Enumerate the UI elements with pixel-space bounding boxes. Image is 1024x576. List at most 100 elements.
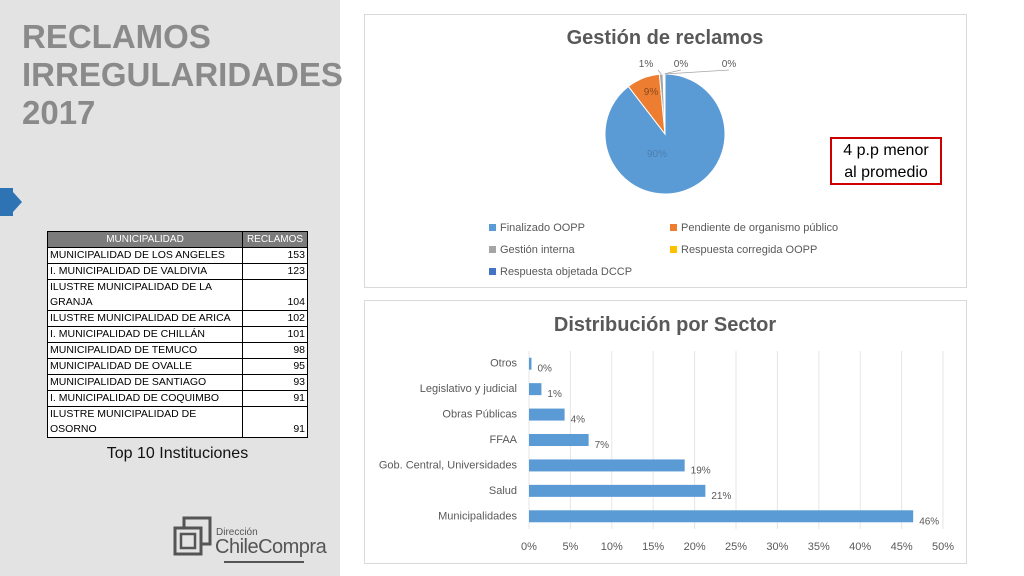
municipality-name-cell: I. MUNICIPALIDAD DE COQUIMBO	[47, 390, 243, 407]
table-caption: Top 10 Instituciones	[106, 445, 249, 462]
legend-label: Gestión interna	[500, 244, 575, 256]
logo-underline	[224, 561, 304, 563]
bar	[529, 459, 685, 472]
pie-leader-line	[664, 69, 730, 75]
table-row: ILUSTRE MUNICIPALIDAD DE ARICA 102	[47, 310, 308, 327]
table-row: MUNICIPALIDAD DE SANTIAGO 93	[47, 374, 308, 391]
bar	[529, 434, 589, 446]
legend-label: Pendiente de organismo público	[681, 222, 838, 234]
y-category-label: FFAA	[489, 434, 517, 446]
x-tick-label: 25%	[725, 541, 747, 553]
municipality-name: GRANJA	[50, 296, 93, 308]
legend-label: Respuesta corregida OOPP	[681, 244, 817, 256]
legend-swatch	[489, 224, 496, 231]
logo-small-text: Dirección	[216, 527, 258, 538]
municipality-name-cell: ILUSTRE MUNICIPALIDAD DE LA GRANJA	[47, 279, 243, 311]
municipality-name-cell: ILUSTRE MUNICIPALIDAD DE ARICA	[47, 310, 243, 327]
municipality-name: MUNICIPALIDAD DE SANTIAGO	[50, 376, 207, 388]
pie-leader-line	[663, 69, 682, 75]
reclamos-value: 91	[242, 390, 308, 407]
table-row: MUNICIPALIDAD DE LOS ANGELES 153	[47, 247, 308, 264]
x-tick-label: 0%	[521, 541, 537, 553]
table-row: ILUSTRE MUNICIPALIDAD DE LA GRANJA 104	[47, 279, 308, 311]
x-tick-label: 15%	[642, 541, 664, 553]
municipality-name: MUNICIPALIDAD DE TEMUCO	[50, 344, 198, 356]
municipality-name-cell: MUNICIPALIDAD DE OVALLE	[47, 358, 243, 375]
municipality-name-cell: ILUSTRE MUNICIPALIDAD DE OSORNO	[47, 406, 243, 438]
reclamos-value: 91	[242, 406, 308, 438]
legend-swatch	[489, 268, 496, 275]
bar-chart: Distribución por Sector 0% 5% 10% 15% 20% 25% 3…	[379, 314, 954, 553]
bar-data-label: 1%	[547, 389, 562, 400]
bar	[529, 484, 706, 497]
reclamos-value: 102	[242, 310, 308, 327]
logo-big-text: ChileCompra	[215, 536, 327, 558]
bar-data-label: 0%	[537, 364, 552, 375]
bar	[529, 357, 532, 370]
pie-chart-title: Gestión de reclamos	[567, 27, 764, 49]
pie-data-label: 0%	[722, 59, 737, 70]
municipality-name: I. MUNICIPALIDAD DE COQUIMBO	[50, 392, 219, 404]
bar-data-label: 4%	[571, 415, 586, 426]
title-line: RECLAMOS	[22, 18, 211, 55]
x-tick-label: 45%	[891, 541, 913, 553]
pie-data-label: 1%	[639, 59, 654, 70]
municipality-name: I. MUNICIPALIDAD DE VALDIVIA	[50, 265, 208, 277]
accent-arrow-icon	[13, 192, 22, 212]
callout-box: 4 p.p menor al promedio	[830, 137, 942, 185]
municipality-name-cell: I. MUNICIPALIDAD DE CHILLÁN	[47, 326, 243, 343]
table-row: I. MUNICIPALIDAD DE CHILLÁN 101	[47, 326, 308, 343]
title-line: IRREGULARIDADES	[22, 56, 343, 93]
header-reclamos: RECLAMOS	[242, 231, 308, 248]
pie-data-label: 90%	[647, 149, 667, 160]
y-category-label: Legislativo y judicial	[420, 383, 517, 395]
bar-data-label: 7%	[595, 440, 610, 451]
bar-chart-title: Distribución por Sector	[554, 314, 776, 336]
municipality-table: MUNICIPALIDAD RECLAMOS MUNICIPALIDAD DE …	[47, 231, 308, 438]
bar-data-label: 46%	[919, 516, 939, 527]
bar	[529, 510, 914, 523]
municipality-name: I. MUNICIPALIDAD DE CHILLÁN	[50, 328, 206, 340]
title-line: 2017	[22, 94, 96, 131]
bar-chart-panel: Distribución por Sector 0% 5% 10% 15% 20% 25% 3…	[364, 300, 967, 564]
x-tick-label: 30%	[766, 541, 788, 553]
accent-bar	[0, 188, 13, 216]
table-row: MUNICIPALIDAD DE OVALLE 95	[47, 358, 308, 375]
reclamos-value: 104	[242, 279, 308, 311]
legend-label: Finalizado OOPP	[500, 222, 585, 234]
callout-line: 4 p.p menor	[843, 142, 929, 159]
x-tick-label: 5%	[562, 541, 578, 553]
bar	[529, 408, 565, 421]
municipality-name: MUNICIPALIDAD DE OVALLE	[50, 360, 192, 372]
reclamos-value: 153	[242, 247, 308, 264]
bar	[529, 383, 542, 396]
municipality-name: ILUSTRE MUNICIPALIDAD DE ARICA	[50, 312, 231, 324]
table-row: ILUSTRE MUNICIPALIDAD DE OSORNO 91	[47, 406, 308, 438]
x-tick-label: 10%	[601, 541, 623, 553]
reclamos-value: 123	[242, 263, 308, 280]
pie-leader-line	[657, 69, 662, 75]
y-category-label: Otros	[490, 358, 517, 370]
reclamos-value: 98	[242, 342, 308, 359]
municipality-name: ILUSTRE MUNICIPALIDAD DE	[50, 408, 197, 420]
table-header-row: MUNICIPALIDAD RECLAMOS	[47, 231, 308, 248]
pie-chart: Gestión de reclamos 90% 9% 1% 0% 0% Finalizado…	[489, 27, 838, 278]
x-tick-label: 40%	[849, 541, 871, 553]
municipality-name-cell: MUNICIPALIDAD DE TEMUCO	[47, 342, 243, 359]
bar-data-label: 19%	[691, 465, 711, 476]
municipality-name-cell: MUNICIPALIDAD DE SANTIAGO	[47, 374, 243, 391]
y-category-label: Gob. Central, Universidades	[379, 459, 518, 471]
chilecompra-logo-icon	[173, 516, 212, 556]
reclamos-value: 93	[242, 374, 308, 391]
municipality-name: MUNICIPALIDAD DE LOS ANGELES	[50, 249, 225, 261]
reclamos-value: 101	[242, 326, 308, 343]
legend-label: Respuesta objetada DCCP	[500, 266, 632, 278]
table-row: MUNICIPALIDAD DE TEMUCO 98	[47, 342, 308, 359]
x-tick-label: 50%	[932, 541, 954, 553]
municipality-name-cell: I. MUNICIPALIDAD DE VALDIVIA	[47, 263, 243, 280]
legend-swatch	[670, 246, 677, 253]
x-tick-label: 35%	[808, 541, 830, 553]
y-category-label: Salud	[489, 485, 517, 497]
header-municipalidad: MUNICIPALIDAD	[47, 231, 243, 248]
x-tick-label: 20%	[684, 541, 706, 553]
